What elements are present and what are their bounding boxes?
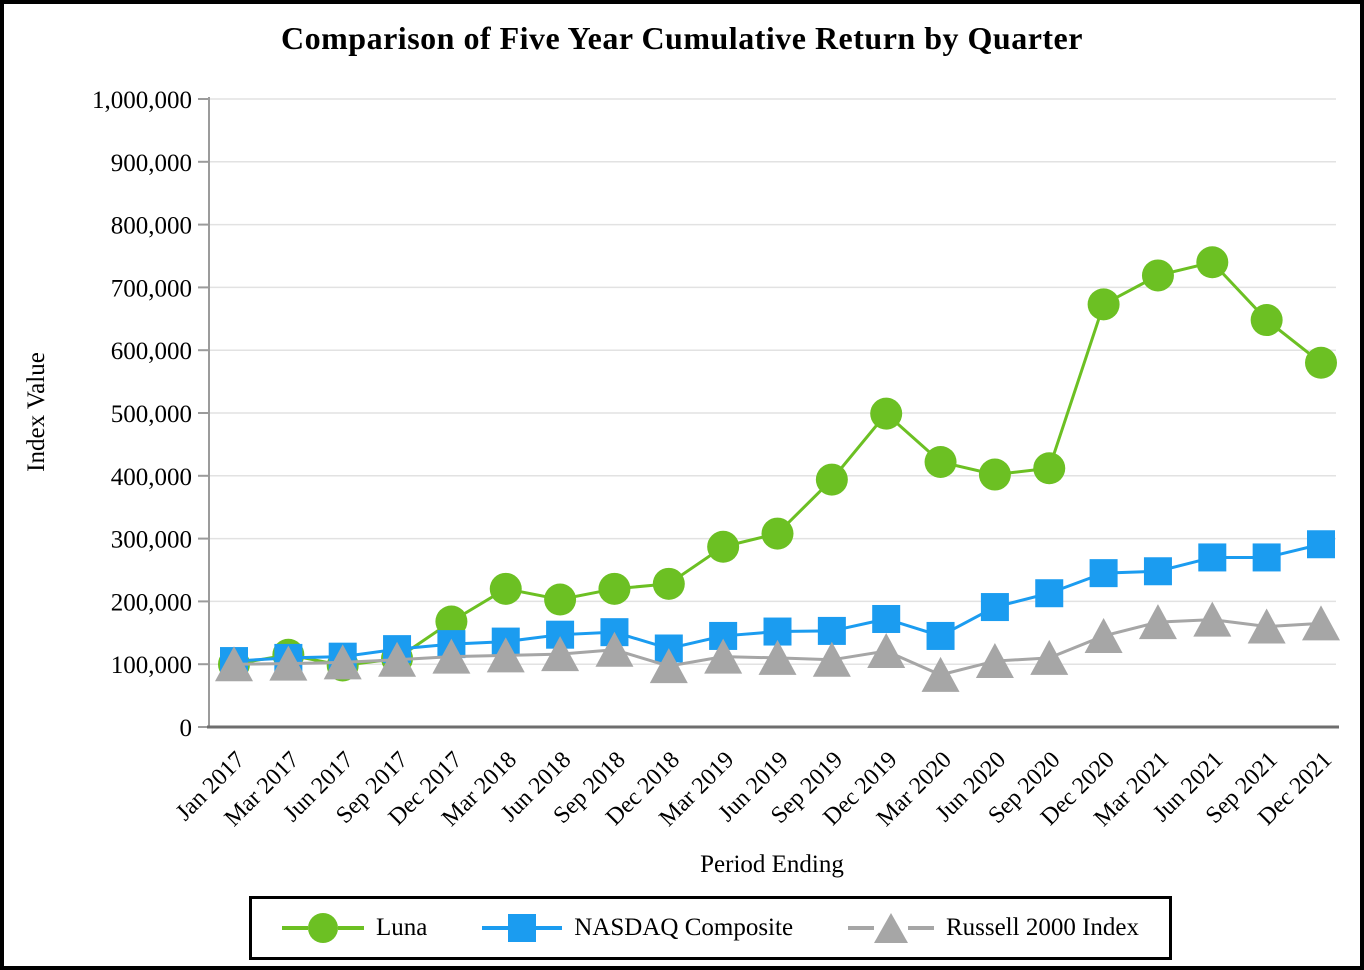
data-point-marker	[761, 517, 794, 550]
data-point-marker	[1035, 579, 1064, 608]
data-point-marker	[1138, 604, 1177, 640]
legend-label-russell-2000-index: Russell 2000 Index	[945, 914, 1139, 941]
data-point-marker	[1247, 608, 1286, 644]
y-axis-ticks: 0 100,000 200,000 300,000 400,000 500,000 600,…	[92, 87, 209, 742]
legend-item-nasdaq-composite: NASDAQ Composite	[482, 914, 793, 942]
data-point-marker	[432, 638, 471, 674]
y-tick-label: 1,000,000	[92, 87, 192, 114]
data-point-marker	[1089, 559, 1118, 588]
data-point-marker	[1033, 452, 1066, 485]
data-point-marker	[870, 397, 903, 430]
data-point-marker	[1305, 346, 1337, 379]
chart-title: Comparison of Five Year Cumulative Retur…	[281, 20, 1083, 56]
y-tick-label: 500,000	[111, 401, 192, 428]
data-point-marker	[1143, 557, 1172, 586]
y-tick-label: 800,000	[111, 213, 192, 240]
data-point-marker	[758, 639, 797, 675]
russell-triangle-marker-icon	[847, 913, 934, 943]
data-point-marker	[1196, 246, 1229, 279]
data-point-marker	[812, 641, 851, 677]
legend-item-luna: Luna	[282, 913, 427, 943]
y-tick-label: 400,000	[111, 464, 192, 491]
data-point-marker	[435, 605, 468, 638]
data-point-marker	[704, 638, 743, 674]
y-tick-label: 0	[180, 715, 193, 742]
data-point-marker	[1250, 304, 1283, 337]
nasdaq-square-marker-icon	[482, 914, 563, 942]
series-luna	[218, 246, 1337, 682]
data-point-marker	[1087, 288, 1120, 321]
y-axis-title: Index Value	[23, 352, 50, 472]
data-point-marker	[921, 656, 960, 692]
y-tick-label: 600,000	[111, 338, 192, 365]
y-tick-label: 700,000	[111, 275, 192, 302]
data-point-marker	[1252, 543, 1281, 572]
data-point-marker	[269, 645, 308, 681]
data-point-marker	[815, 463, 848, 496]
y-tick-label: 200,000	[111, 589, 192, 616]
data-point-marker	[541, 636, 580, 672]
luna-circle-marker-icon	[282, 913, 364, 943]
data-point-marker	[926, 621, 955, 650]
data-point-marker	[817, 616, 846, 645]
data-point-marker	[978, 458, 1011, 491]
series-russell-2000-index	[215, 601, 1340, 692]
data-point-marker	[595, 631, 634, 667]
data-point-marker	[215, 646, 253, 682]
data-point-marker	[975, 643, 1014, 679]
chart-plot-area: Index Value Period Ending 0 100,000 200,00…	[23, 87, 1340, 878]
data-point-marker	[652, 567, 685, 600]
data-point-marker	[1302, 605, 1340, 641]
data-point-marker	[378, 641, 417, 677]
y-tick-label: 300,000	[111, 527, 192, 554]
x-axis-title: Period Ending	[700, 851, 844, 878]
data-point-marker	[980, 593, 1009, 622]
data-point-marker	[1198, 543, 1227, 572]
data-point-marker	[544, 583, 577, 616]
data-point-marker	[598, 572, 631, 605]
data-point-marker	[1307, 530, 1335, 559]
data-point-marker	[486, 637, 525, 673]
legend-label-luna: Luna	[376, 914, 428, 941]
data-point-marker	[1084, 617, 1123, 653]
data-point-marker	[1193, 601, 1232, 637]
data-point-marker	[1030, 639, 1069, 675]
chart-legend: Luna NASDAQ Composite Russell 2000 Index	[249, 896, 1172, 960]
data-point-marker	[707, 530, 740, 563]
data-point-marker	[924, 445, 957, 478]
data-point-marker	[867, 633, 906, 669]
legend-label-nasdaq-composite: NASDAQ Composite	[574, 914, 794, 941]
data-point-marker	[872, 604, 901, 633]
y-tick-label: 900,000	[111, 150, 192, 177]
data-point-marker	[649, 648, 688, 684]
data-point-marker	[489, 572, 522, 605]
y-tick-label: 100,000	[111, 652, 192, 679]
legend-item-russell-2000-index: Russell 2000 Index	[847, 913, 1139, 943]
data-point-marker	[1141, 259, 1174, 292]
data-point-marker	[323, 644, 362, 680]
